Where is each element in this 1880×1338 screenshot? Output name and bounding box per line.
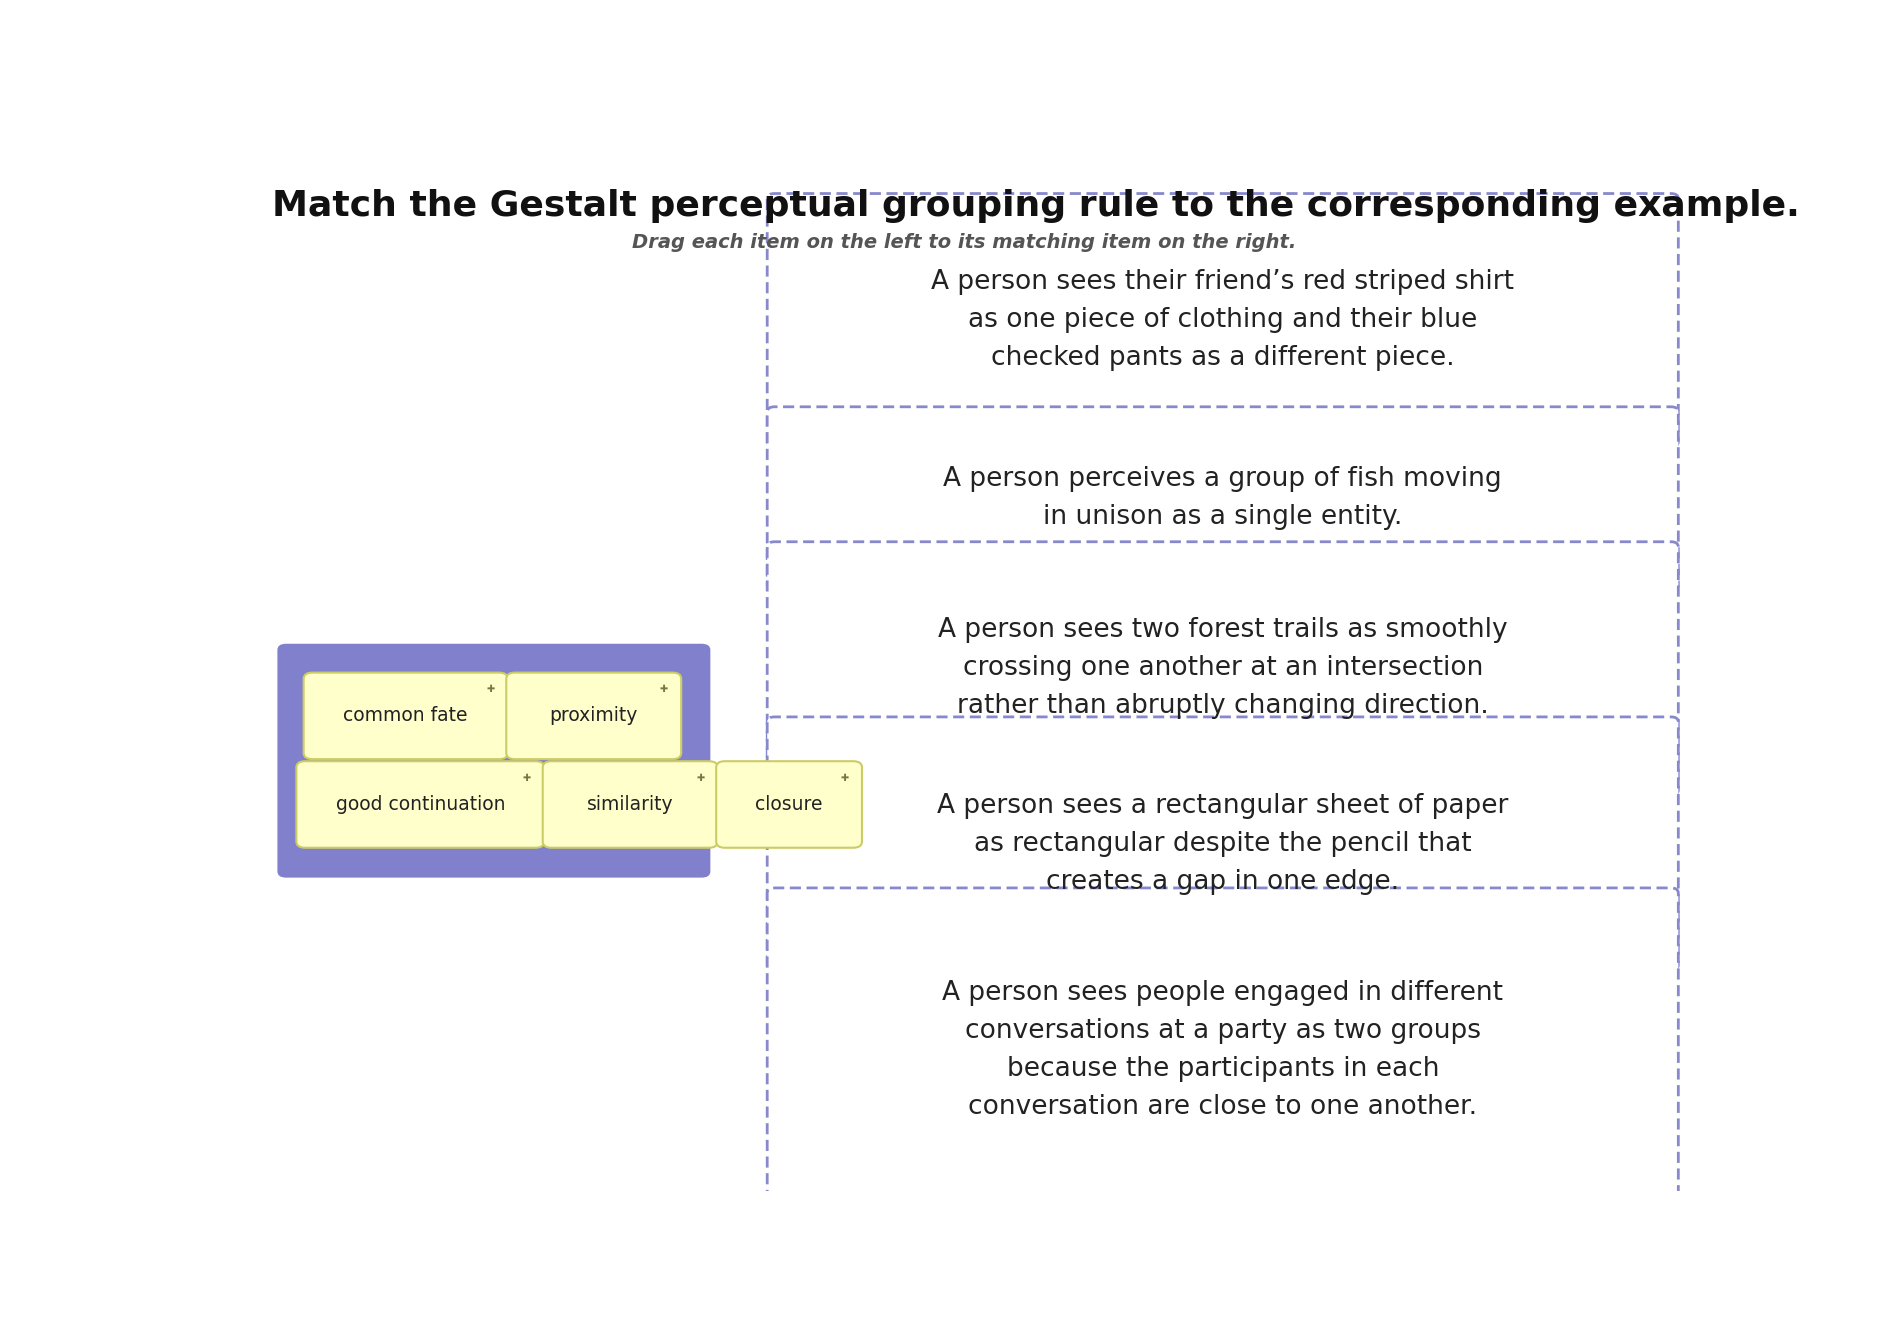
FancyBboxPatch shape — [543, 761, 718, 848]
FancyBboxPatch shape — [276, 644, 711, 878]
Text: ✚: ✚ — [485, 684, 494, 694]
Text: A person sees their friend’s red striped shirt
as one piece of clothing and thei: A person sees their friend’s red striped… — [931, 269, 1513, 371]
Text: similarity: similarity — [587, 795, 673, 814]
Text: A person sees a rectangular sheet of paper
as rectangular despite the pencil tha: A person sees a rectangular sheet of pap… — [936, 792, 1508, 895]
Text: proximity: proximity — [549, 706, 637, 725]
FancyBboxPatch shape — [767, 194, 1677, 447]
Text: ✚: ✚ — [660, 684, 667, 694]
FancyBboxPatch shape — [716, 761, 861, 848]
FancyBboxPatch shape — [767, 717, 1677, 970]
Text: A person sees two forest trails as smoothly
crossing one another at an intersect: A person sees two forest trails as smoot… — [938, 617, 1506, 720]
FancyBboxPatch shape — [767, 542, 1677, 795]
FancyBboxPatch shape — [767, 407, 1677, 590]
Text: good continuation: good continuation — [335, 795, 504, 814]
Text: common fate: common fate — [344, 706, 468, 725]
FancyBboxPatch shape — [297, 761, 543, 848]
Text: ✚: ✚ — [523, 772, 530, 783]
FancyBboxPatch shape — [303, 673, 508, 759]
Text: A person sees people engaged in different
conversations at a party as two groups: A person sees people engaged in differen… — [942, 979, 1502, 1120]
Text: A person perceives a group of fish moving
in unison as a single entity.: A person perceives a group of fish movin… — [944, 467, 1502, 530]
Text: ✚: ✚ — [696, 772, 703, 783]
FancyBboxPatch shape — [506, 673, 681, 759]
FancyBboxPatch shape — [767, 888, 1677, 1211]
Text: Drag each item on the left to its matching item on the right.: Drag each item on the left to its matchi… — [632, 233, 1295, 252]
Text: Match the Gestalt perceptual grouping rule to the corresponding example.: Match the Gestalt perceptual grouping ru… — [271, 190, 1799, 223]
Text: ✚: ✚ — [840, 772, 848, 783]
Text: closure: closure — [756, 795, 822, 814]
